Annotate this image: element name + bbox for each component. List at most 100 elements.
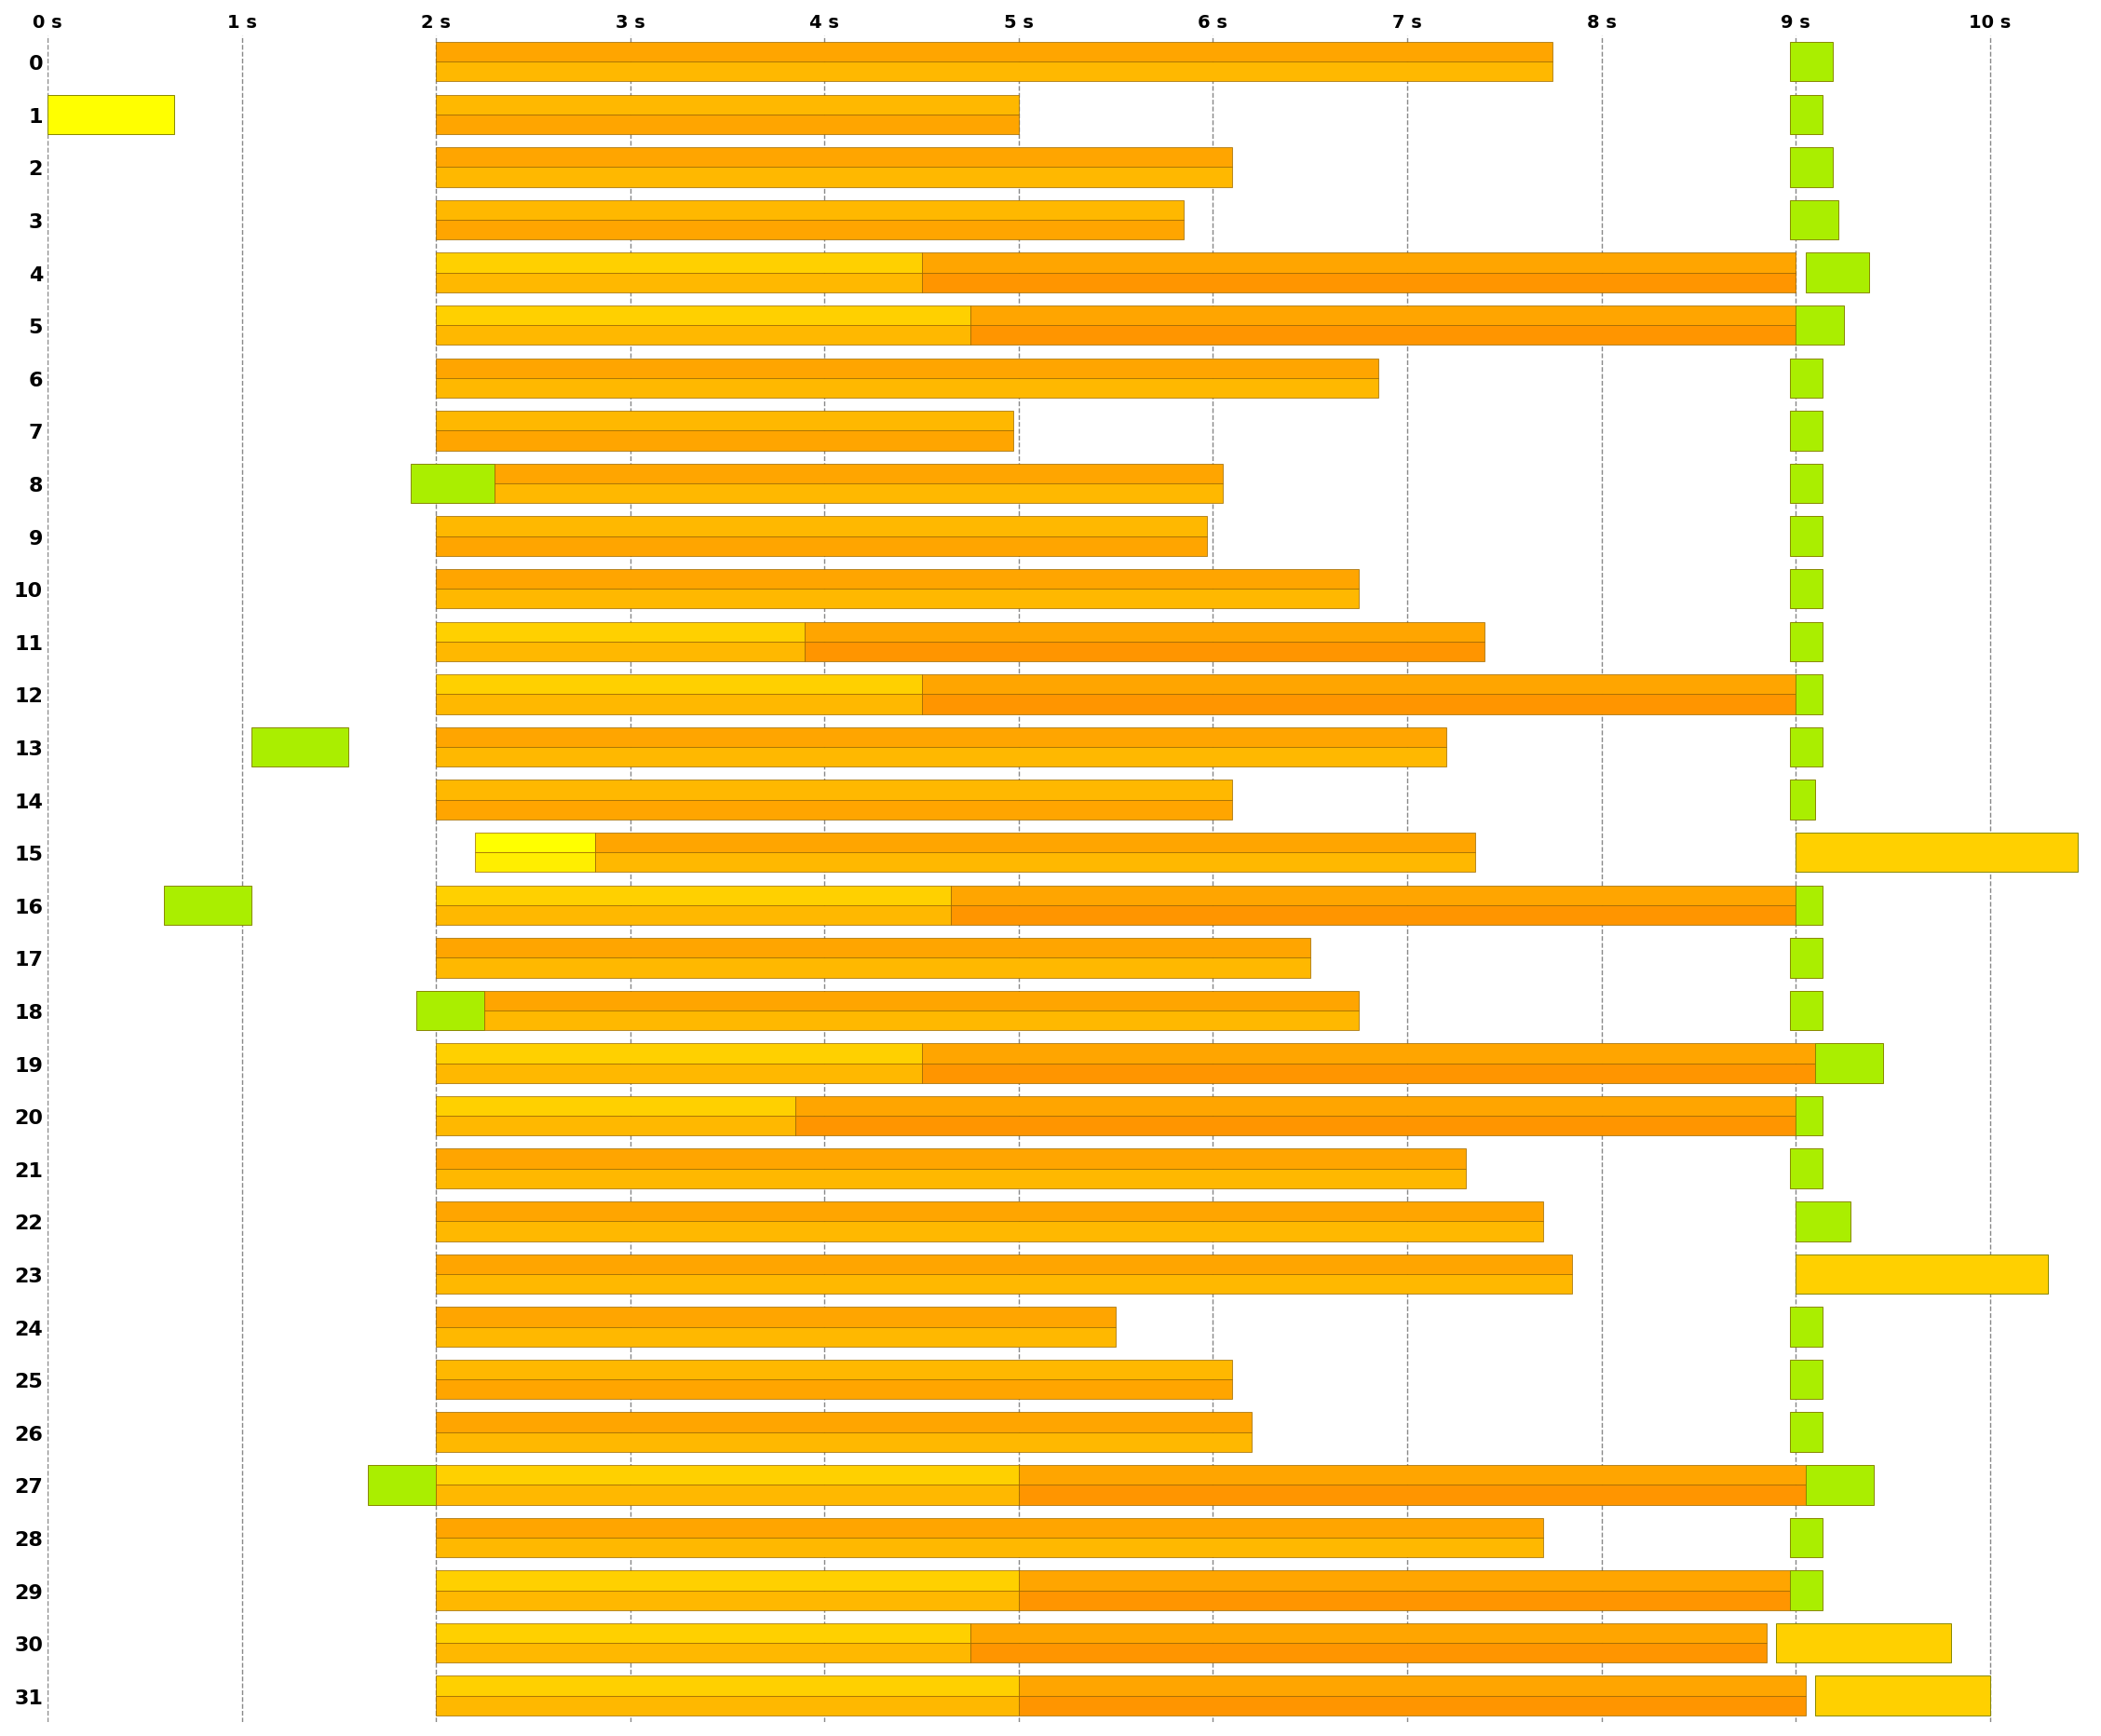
Bar: [1790, 359, 1824, 398]
Bar: [1790, 1359, 1824, 1399]
Bar: [494, 484, 1223, 503]
Bar: [1790, 1149, 1824, 1189]
Bar: [437, 411, 1013, 431]
Bar: [1805, 253, 1870, 293]
Bar: [437, 1538, 1542, 1557]
Bar: [971, 1623, 1767, 1642]
Bar: [971, 1642, 1767, 1663]
Bar: [1796, 675, 1824, 715]
Bar: [437, 201, 1183, 220]
Bar: [922, 1043, 1815, 1064]
Bar: [437, 1623, 971, 1642]
Bar: [971, 306, 1796, 326]
Bar: [437, 273, 922, 293]
Bar: [485, 1010, 1359, 1031]
Bar: [437, 621, 805, 642]
Bar: [437, 1675, 1019, 1696]
Bar: [805, 642, 1485, 661]
Bar: [595, 852, 1475, 873]
Bar: [437, 1064, 922, 1083]
Bar: [1790, 95, 1824, 135]
Bar: [1790, 779, 1815, 819]
Bar: [437, 431, 1013, 451]
Bar: [437, 748, 1445, 767]
Bar: [475, 852, 595, 873]
Bar: [1790, 43, 1832, 82]
Bar: [485, 991, 1359, 1010]
Bar: [437, 1517, 1542, 1538]
Bar: [416, 991, 485, 1031]
Bar: [437, 1571, 1019, 1590]
Bar: [437, 885, 952, 906]
Bar: [410, 464, 494, 503]
Bar: [437, 62, 1553, 82]
Bar: [922, 253, 1796, 273]
Bar: [1796, 833, 2078, 873]
Bar: [1790, 148, 1832, 187]
Bar: [1790, 1413, 1824, 1451]
Bar: [368, 1465, 437, 1505]
Bar: [437, 95, 1019, 115]
Bar: [805, 621, 1485, 642]
Bar: [437, 589, 1359, 609]
Bar: [437, 1642, 971, 1663]
Bar: [922, 273, 1796, 293]
Bar: [1796, 1201, 1851, 1241]
Bar: [437, 1380, 1233, 1399]
Bar: [1790, 939, 1824, 977]
Bar: [1796, 1255, 2048, 1293]
Bar: [437, 1432, 1252, 1451]
Bar: [1790, 464, 1824, 503]
Bar: [1790, 517, 1824, 557]
Bar: [437, 694, 922, 715]
Bar: [437, 168, 1233, 187]
Bar: [437, 1043, 922, 1064]
Bar: [437, 359, 1378, 378]
Bar: [437, 779, 1233, 800]
Bar: [796, 1097, 1796, 1116]
Bar: [1790, 569, 1824, 609]
Bar: [494, 464, 1223, 484]
Bar: [1019, 1590, 1796, 1609]
Bar: [1790, 1571, 1824, 1609]
Bar: [437, 517, 1208, 536]
Bar: [437, 1359, 1233, 1380]
Bar: [437, 675, 922, 694]
Bar: [952, 885, 1796, 906]
Bar: [437, 115, 1019, 135]
Bar: [1790, 621, 1824, 661]
Bar: [437, 642, 805, 661]
Bar: [437, 1307, 1116, 1326]
Bar: [595, 833, 1475, 852]
Bar: [252, 727, 349, 767]
Bar: [437, 727, 1445, 748]
Bar: [437, 148, 1233, 168]
Bar: [1790, 201, 1838, 240]
Bar: [437, 1326, 1116, 1347]
Bar: [437, 326, 971, 345]
Bar: [475, 833, 595, 852]
Bar: [1790, 1517, 1824, 1557]
Bar: [437, 1484, 1019, 1505]
Bar: [164, 885, 252, 925]
Bar: [437, 1168, 1466, 1189]
Bar: [437, 1465, 1019, 1484]
Bar: [437, 536, 1208, 557]
Bar: [1790, 411, 1824, 451]
Bar: [1805, 1465, 1874, 1505]
Bar: [796, 1116, 1796, 1135]
Bar: [971, 326, 1796, 345]
Bar: [437, 1413, 1252, 1432]
Bar: [437, 1590, 1019, 1609]
Bar: [437, 1222, 1542, 1241]
Bar: [922, 1064, 1815, 1083]
Bar: [1019, 1484, 1805, 1505]
Bar: [437, 569, 1359, 589]
Bar: [437, 306, 971, 326]
Bar: [437, 906, 952, 925]
Bar: [437, 43, 1553, 62]
Bar: [437, 1696, 1019, 1715]
Bar: [437, 1201, 1542, 1222]
Bar: [1796, 885, 1824, 925]
Bar: [1019, 1465, 1805, 1484]
